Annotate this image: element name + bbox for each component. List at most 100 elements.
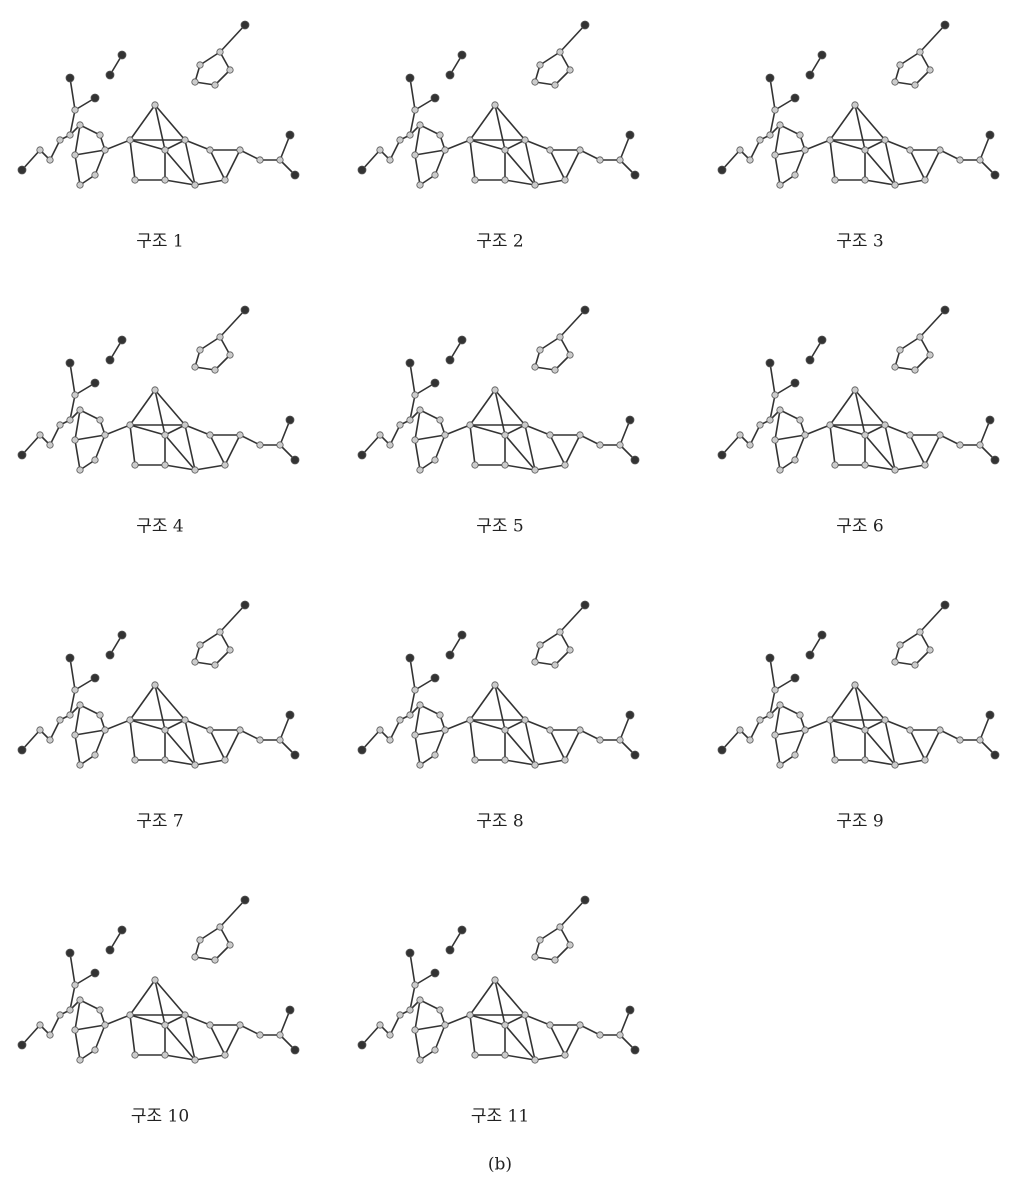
atom — [897, 347, 903, 353]
atom — [492, 682, 498, 688]
atom — [547, 1022, 553, 1028]
atom — [127, 1012, 133, 1018]
atom — [626, 416, 634, 424]
atom — [412, 687, 418, 693]
atom — [18, 1041, 26, 1049]
atom — [212, 957, 218, 963]
atom — [277, 737, 283, 743]
atom — [907, 727, 913, 733]
atom — [991, 456, 999, 464]
bond — [830, 425, 835, 465]
bond — [95, 435, 105, 460]
atom — [387, 442, 393, 448]
bond — [415, 440, 420, 470]
atom — [57, 137, 63, 143]
atom — [912, 662, 918, 668]
atom — [907, 147, 913, 153]
atom — [777, 467, 783, 473]
bond — [565, 1025, 580, 1055]
atom — [458, 336, 466, 344]
atom — [207, 727, 213, 733]
atom — [442, 1022, 448, 1028]
atom — [458, 631, 466, 639]
atom — [927, 67, 933, 73]
atom — [862, 177, 868, 183]
atom — [567, 647, 573, 653]
atom — [72, 982, 78, 988]
atom — [92, 752, 98, 758]
atom — [47, 442, 53, 448]
bond — [560, 25, 585, 52]
atom — [18, 166, 26, 174]
atom — [162, 1052, 168, 1058]
bond — [410, 78, 415, 110]
atom — [442, 147, 448, 153]
atom — [552, 367, 558, 373]
atom — [446, 356, 454, 364]
atom — [277, 442, 283, 448]
atom — [917, 629, 923, 635]
atom — [806, 71, 814, 79]
atom — [597, 157, 603, 163]
atom — [882, 137, 888, 143]
bond — [565, 435, 580, 465]
atom — [291, 456, 299, 464]
atom — [437, 1007, 443, 1013]
atom — [772, 732, 778, 738]
bond — [220, 310, 245, 337]
atom — [431, 969, 439, 977]
atom — [222, 177, 228, 183]
atom — [417, 762, 423, 768]
atom — [406, 949, 414, 957]
molecule — [718, 306, 999, 473]
atom — [241, 21, 249, 29]
bond — [550, 730, 565, 760]
bond — [415, 1025, 445, 1030]
atom — [102, 1022, 108, 1028]
atom — [537, 642, 543, 648]
bond — [525, 140, 550, 150]
atom — [577, 147, 583, 153]
bond — [470, 1015, 505, 1025]
atom — [241, 601, 249, 609]
atom — [532, 467, 538, 473]
structure-label: 구조 6 — [836, 517, 884, 537]
bond — [535, 760, 565, 765]
atom — [917, 49, 923, 55]
atom — [162, 147, 168, 153]
atom — [442, 432, 448, 438]
bond — [895, 180, 925, 185]
atom — [417, 702, 423, 708]
atom — [862, 727, 868, 733]
atom — [192, 79, 198, 85]
atom — [197, 642, 203, 648]
atom — [237, 727, 243, 733]
atom — [467, 717, 473, 723]
atom — [377, 1022, 383, 1028]
atom — [492, 977, 498, 983]
bond — [560, 310, 585, 337]
atom — [437, 712, 443, 718]
atom — [446, 651, 454, 659]
atom — [922, 757, 928, 763]
atom — [77, 762, 83, 768]
atom — [18, 746, 26, 754]
atom — [237, 1022, 243, 1028]
atom — [192, 1057, 198, 1063]
atom — [562, 462, 568, 468]
bond — [435, 730, 445, 755]
atom — [66, 74, 74, 82]
bond — [830, 425, 865, 435]
atom — [832, 462, 838, 468]
atom — [66, 949, 74, 957]
atom — [237, 432, 243, 438]
atom — [827, 422, 833, 428]
bond — [75, 150, 105, 155]
atom — [806, 356, 814, 364]
atom — [92, 457, 98, 463]
atom — [631, 456, 639, 464]
atom — [97, 132, 103, 138]
bond — [470, 390, 495, 425]
atom — [192, 467, 198, 473]
atom — [91, 674, 99, 682]
